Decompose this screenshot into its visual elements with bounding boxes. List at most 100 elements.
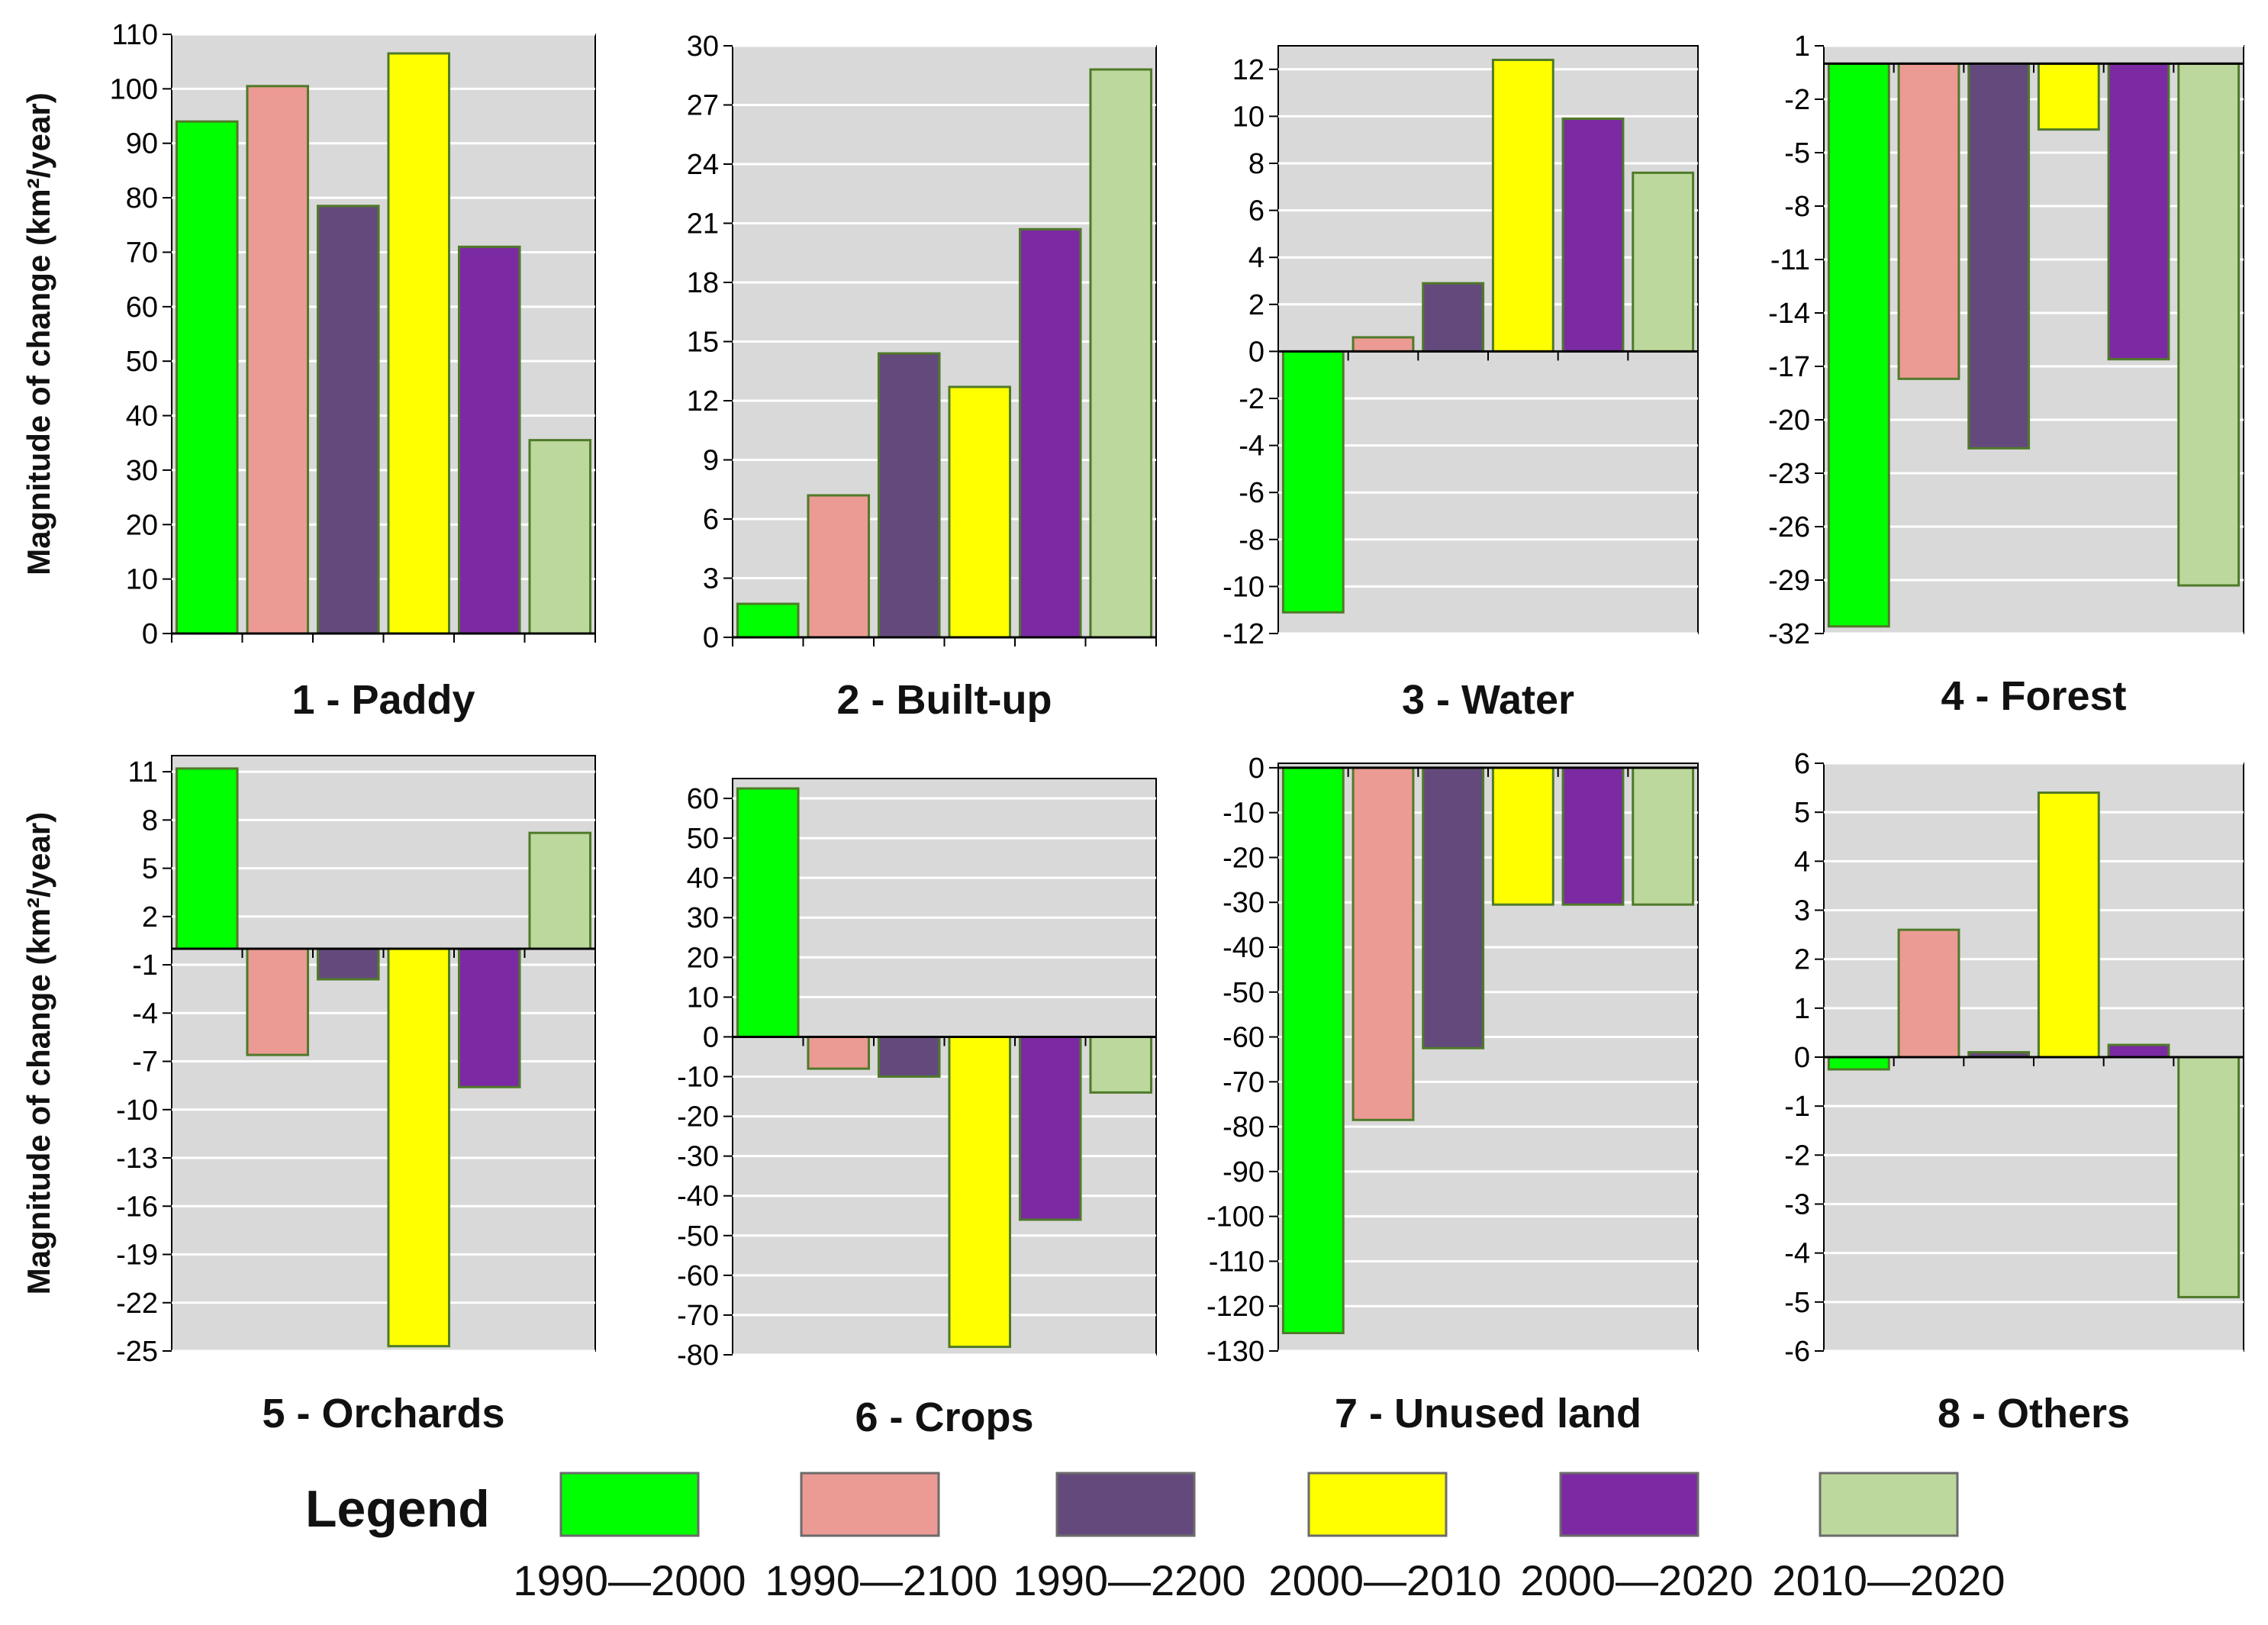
y-tick-label: 0 [1248, 753, 1264, 785]
y-tick-label: 4 [1248, 242, 1264, 274]
y-tick-label: 0 [142, 618, 158, 650]
y-tick-label: 30 [687, 902, 719, 934]
y-tick-label: -40 [677, 1181, 719, 1213]
y-tick-label: -2 [1239, 383, 1264, 415]
y-tick-label: 21 [687, 208, 719, 240]
y-tick-label: -110 [1209, 1246, 1264, 1278]
y-tick-label: -5 [1784, 137, 1810, 169]
y-tick-label: 6 [1794, 748, 1810, 780]
bar-1-1 [175, 120, 239, 635]
y-tick-label: 12 [687, 385, 719, 418]
legend-swatch-4 [1307, 1472, 1448, 1537]
bar-3-1 [1281, 350, 1345, 614]
y-tick-label: 18 [687, 267, 719, 299]
y-tick-label: -10 [116, 1095, 158, 1127]
y-tick-label: 5 [1794, 797, 1810, 829]
y-tick-label: -6 [1239, 477, 1264, 509]
bar-2-2 [807, 494, 871, 639]
bar-5-5 [457, 947, 521, 1088]
bar-7-6 [1632, 766, 1695, 906]
panel-title: 8 - Others [1938, 1391, 2130, 1436]
bar-3-4 [1491, 58, 1554, 353]
y-tick-label: -8 [1239, 524, 1264, 556]
panel-title: 1 - Paddy [292, 677, 475, 723]
y-tick-label: -32 [1768, 618, 1810, 650]
y-tick-label: -20 [1223, 842, 1264, 874]
y-tick-label: 5 [142, 853, 158, 885]
y-tick-label: -20 [677, 1101, 719, 1133]
y-tick-label: 30 [126, 455, 158, 487]
bar-2-1 [736, 602, 800, 639]
legend-title: Legend [305, 1480, 490, 1538]
y-tick-label: 0 [703, 622, 719, 654]
bar-5-3 [316, 947, 380, 981]
y-tick-label: -120 [1206, 1291, 1264, 1323]
bar-6-3 [877, 1035, 941, 1078]
bar-2-4 [948, 385, 1012, 639]
y-tick-label: -2 [1784, 1140, 1810, 1172]
bar-1-2 [246, 85, 310, 635]
panel-title: 5 - Orchards [262, 1391, 504, 1436]
y-tick-label: 80 [126, 182, 158, 214]
bar-6-1 [736, 787, 800, 1038]
bar-6-5 [1018, 1035, 1082, 1221]
y-tick-label: 60 [687, 783, 719, 815]
bar-1-6 [528, 439, 592, 635]
panel-title: 7 - Unused land [1335, 1391, 1641, 1436]
y-tick-label: 15 [687, 327, 719, 359]
y-tick-label: -30 [1223, 887, 1264, 919]
bar-8-1 [1827, 1056, 1890, 1071]
legend-swatch-3 [1055, 1472, 1196, 1537]
y-tick-label: 90 [126, 128, 158, 160]
bar-5-2 [246, 947, 310, 1056]
bar-4-5 [2107, 62, 2170, 361]
y-tick-label: 12 [1232, 54, 1264, 86]
y-tick-label: -17 [1768, 351, 1810, 383]
y-tick-label: -100 [1206, 1201, 1264, 1233]
y-tick-label: 0 [1794, 1042, 1810, 1074]
bar-1-5 [457, 245, 521, 635]
chart-panel-5: -25 -22 -19 -16 -13 -10 -7 -4 -1 2 5 8 11 5 - Orchard… [21, 755, 596, 1436]
y-tick-label: -6 [1784, 1336, 1810, 1368]
bar-3-2 [1351, 336, 1415, 353]
bar-5-1 [175, 767, 239, 950]
legend-label-1: 1990—2000 [513, 1556, 746, 1604]
bar-7-5 [1561, 766, 1625, 906]
y-tick-label: 100 [110, 73, 158, 105]
y-tick-label: 2 [1794, 944, 1810, 976]
y-tick-label: -8 [1784, 191, 1810, 223]
y-tick-label: 50 [687, 823, 719, 855]
bar-5-4 [387, 947, 451, 1348]
plot-area [1277, 763, 1699, 1352]
plot-area [1277, 45, 1699, 634]
chart-panel-6: -80 -70 -60 -50 -40 -30 -20 -10 0 10 20 30 40 50 60 6 -… [677, 778, 1157, 1440]
y-tick-label: -60 [1223, 1022, 1264, 1054]
plot-area [732, 778, 1157, 1356]
bar-8-5 [2107, 1043, 2170, 1059]
y-tick-label: 1 [1794, 31, 1810, 63]
bar-7-2 [1351, 766, 1415, 1121]
bar-4-1 [1827, 62, 1890, 628]
y-tick-label: -19 [116, 1240, 158, 1272]
y-tick-label: -13 [116, 1143, 158, 1175]
chart-panel-3: -12 -10 -8 -6 -4 -2 0 2 4 6 8 10 12 3 - Water [1223, 45, 1699, 723]
y-tick-label: 2 [142, 901, 158, 933]
y-tick-label: 110 [111, 19, 158, 51]
y-tick-label: -10 [1223, 571, 1264, 603]
y-tick-label: -12 [1223, 618, 1264, 650]
bar-3-3 [1422, 282, 1485, 353]
y-tick-label: 27 [687, 90, 719, 122]
chart-panel-1: 0 10 20 30 40 50 60 70 80 90 100 110 1 - Paddy Magnit… [21, 19, 596, 723]
y-tick-label: 10 [126, 564, 158, 596]
chart-panel-2: 0 3 6 9 12 15 18 21 24 27 30 2 - Built-up [687, 31, 1157, 723]
y-tick-label: 50 [126, 346, 158, 378]
y-tick-label: 20 [687, 942, 719, 974]
legend: Legend 1990—2000 1990—2100 1990—2200 2000—20… [305, 1472, 2005, 1604]
y-tick-label: 20 [126, 509, 158, 541]
y-tick-label: -4 [1239, 430, 1264, 463]
y-tick-label: -130 [1206, 1336, 1264, 1368]
y-tick-label: -22 [116, 1288, 158, 1320]
legend-label-5: 2000—2020 [1520, 1556, 1753, 1604]
y-tick-label: -70 [1223, 1066, 1264, 1098]
